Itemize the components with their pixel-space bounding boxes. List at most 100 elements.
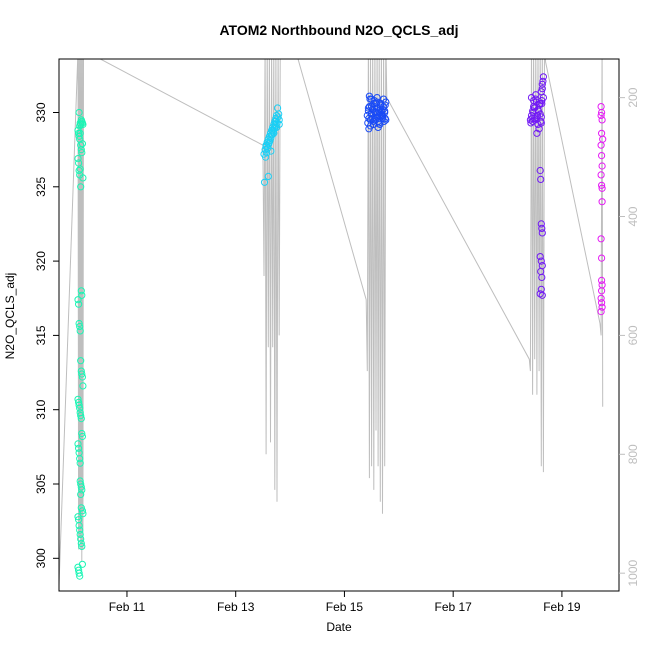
data-point — [78, 486, 86, 494]
data-point — [597, 308, 605, 316]
data-point — [78, 507, 87, 515]
data-point — [598, 116, 606, 124]
data-point — [537, 257, 545, 265]
data-point — [75, 319, 83, 328]
data-point — [533, 129, 541, 137]
data-point — [76, 165, 84, 173]
data-point — [262, 153, 270, 161]
data-point — [78, 149, 86, 157]
data-point — [77, 141, 85, 149]
data-point — [597, 294, 605, 302]
data-point — [78, 373, 87, 381]
data-point — [76, 572, 84, 580]
data-point — [78, 432, 87, 441]
pressure-trace-layer — [59, 59, 604, 586]
secondary-tick-label: 800 — [626, 444, 640, 464]
data-point — [526, 116, 535, 124]
data-point — [597, 235, 605, 243]
series-5 — [597, 103, 607, 316]
data-point — [74, 155, 82, 163]
axes-layer: Feb 11 Feb 13 Feb 15 Feb 17 Feb 19 300 305 310 3… — [34, 58, 640, 614]
x-tick-label: Feb 17 — [434, 600, 472, 614]
data-point — [598, 108, 606, 117]
data-point — [75, 166, 83, 175]
data-point — [532, 91, 540, 99]
data-point — [598, 184, 606, 192]
data-point — [79, 382, 87, 390]
data-point — [76, 129, 84, 137]
data-point — [78, 291, 86, 299]
data-point — [598, 198, 606, 206]
y-tick-label: 310 — [34, 399, 48, 419]
data-point — [538, 100, 546, 108]
y-tick-label: 330 — [34, 102, 48, 122]
data-point — [537, 119, 545, 127]
data-point — [271, 123, 279, 132]
data-point — [371, 108, 379, 117]
data-point — [538, 80, 546, 88]
data-points-layer — [74, 73, 607, 580]
data-point — [373, 94, 381, 102]
data-point — [536, 290, 544, 298]
data-point — [538, 224, 546, 232]
data-point — [267, 147, 275, 155]
data-point — [533, 111, 542, 120]
data-point — [75, 132, 83, 140]
data-point — [260, 178, 269, 186]
data-point — [77, 539, 85, 548]
data-point — [534, 120, 542, 129]
plot-frame — [58, 58, 620, 592]
data-point — [531, 104, 539, 112]
data-point — [536, 253, 544, 261]
y-axis-label: N2O_QCLS_adj — [3, 273, 17, 360]
data-point — [364, 104, 372, 112]
data-point — [77, 183, 85, 191]
data-point — [598, 129, 606, 137]
data-point — [75, 569, 83, 577]
data-point — [598, 181, 606, 189]
y-tick-label: 305 — [34, 474, 48, 494]
data-point — [75, 300, 83, 308]
data-point — [76, 322, 84, 331]
y-tick-label: 320 — [34, 251, 48, 271]
data-point — [78, 429, 86, 438]
chart-title: ATOM2 Northbound N2O_QCLS_adj — [219, 22, 458, 38]
x-tick-label: Feb 13 — [217, 600, 255, 614]
data-point — [597, 111, 605, 120]
data-point — [598, 276, 606, 284]
data-point — [77, 120, 85, 129]
data-point — [367, 110, 375, 118]
data-point — [598, 152, 606, 160]
data-point — [74, 296, 82, 304]
data-point — [76, 526, 84, 534]
data-point — [538, 229, 546, 237]
data-point — [268, 131, 276, 139]
data-point — [79, 120, 87, 129]
data-point — [74, 513, 82, 521]
data-point — [598, 303, 606, 311]
data-point — [76, 327, 84, 335]
y-tick-label: 300 — [34, 548, 48, 568]
data-point — [275, 110, 283, 118]
data-point — [77, 535, 85, 543]
pressure-trace-line — [59, 59, 604, 586]
data-point — [264, 172, 272, 180]
x-tick-label: Feb 11 — [109, 600, 146, 614]
data-point — [537, 220, 545, 228]
data-point — [74, 440, 82, 448]
data-point — [76, 459, 84, 467]
x-axis-label: Date — [326, 620, 352, 634]
data-point — [76, 477, 84, 485]
data-point — [77, 504, 85, 512]
x-tick-label: Feb 19 — [543, 600, 581, 614]
data-point — [76, 455, 84, 463]
data-point — [75, 444, 83, 452]
data-point — [75, 522, 83, 530]
secondary-tick-label: 600 — [626, 325, 640, 345]
data-point — [77, 412, 85, 420]
data-point — [78, 140, 87, 148]
data-point — [378, 111, 387, 120]
data-point — [373, 98, 381, 106]
